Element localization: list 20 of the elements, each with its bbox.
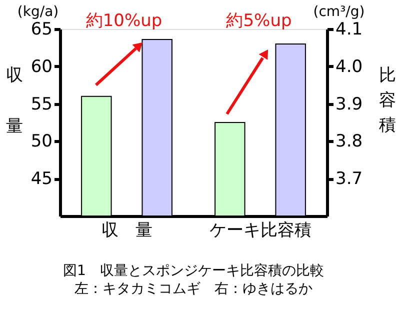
text: (kg/a) bbox=[17, 4, 59, 20]
y-tick-label: 50 bbox=[30, 132, 52, 152]
y-tick-label: 45 bbox=[30, 169, 52, 190]
y-tick-label: 55 bbox=[30, 94, 52, 114]
y2-tick-label: 3.9 bbox=[336, 94, 363, 114]
x-tick-label: 収 量 bbox=[101, 220, 152, 240]
y2-tick-label: 4.1 bbox=[336, 20, 363, 40]
text: 左：キタカミコムギ 右：ゆきはるか bbox=[74, 281, 312, 297]
x-tick-label: ケーキ比容積 bbox=[209, 220, 312, 240]
y2-tick-label: 4.0 bbox=[336, 56, 363, 77]
text: (cm³/g) bbox=[313, 4, 365, 20]
y-tick-label: 65 bbox=[30, 20, 52, 40]
y2-axis-title: 比容積 bbox=[379, 66, 396, 136]
y2-tick-label: 3.7 bbox=[336, 169, 363, 190]
annotation: 約10%up bbox=[86, 11, 162, 31]
annotation: 約5%up bbox=[226, 11, 292, 31]
y2-tick-label: 3.8 bbox=[336, 132, 363, 152]
text: 図1 収量とスポンジケーキ比容積の比較 bbox=[63, 263, 324, 279]
y-tick-label: 60 bbox=[30, 56, 52, 77]
text: 収量 bbox=[6, 66, 23, 136]
